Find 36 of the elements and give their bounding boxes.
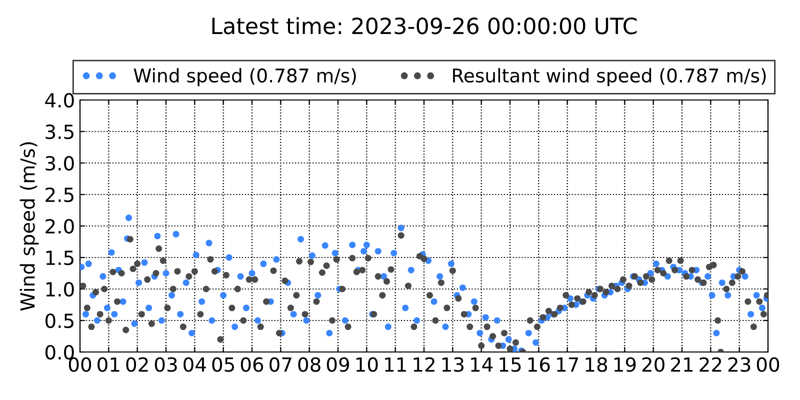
y-tick-label: 2.0 bbox=[46, 218, 74, 234]
x-tick-label: 00 bbox=[756, 357, 780, 372]
x-tick-label: 17 bbox=[557, 357, 578, 372]
x-tick-label: 07 bbox=[270, 357, 292, 372]
x-tick-label: 14 bbox=[471, 357, 493, 372]
legend-label: Resultant wind speed (0.787 m/s) bbox=[453, 68, 766, 86]
x-tick-label: 09 bbox=[326, 357, 350, 372]
x-tick-label: 06 bbox=[240, 357, 264, 372]
x-tick-label: 02 bbox=[126, 357, 148, 372]
x-tick-label: 03 bbox=[154, 357, 177, 372]
y-tick-label: 3.0 bbox=[46, 156, 74, 171]
x-tick-label: 01 bbox=[98, 357, 120, 372]
x-tick-label: 05 bbox=[212, 357, 234, 372]
y-tick-label: 2.5 bbox=[46, 187, 74, 202]
x-tick-label: 15 bbox=[500, 357, 521, 372]
x-tick-label: 20 bbox=[642, 357, 664, 372]
x-tick-label: 04 bbox=[184, 357, 206, 372]
y-tick-label: 4.0 bbox=[45, 92, 74, 108]
x-tick-label: 11 bbox=[385, 357, 406, 372]
x-tick-label: 16 bbox=[528, 357, 550, 372]
chart-title: Latest time: 2023-09-26 00:00:00 UTC bbox=[212, 17, 637, 34]
x-tick-label: 13 bbox=[442, 357, 464, 372]
x-tick-label: 22 bbox=[700, 357, 722, 372]
x-tick-label: 18 bbox=[586, 357, 608, 372]
x-tick-label: 08 bbox=[298, 357, 320, 372]
y-tick-label: 1.5 bbox=[46, 250, 74, 266]
y-axis-title: Wind speed (m/s) bbox=[20, 142, 39, 311]
y-tick-label: 1.0 bbox=[46, 282, 74, 297]
x-tick-label: 10 bbox=[356, 357, 378, 372]
y-tick-label: 3.5 bbox=[46, 124, 74, 140]
x-tick-label: 23 bbox=[728, 357, 750, 372]
y-tick-label: 0.5 bbox=[46, 313, 74, 328]
legend-label: Wind speed (0.787 m/s) bbox=[134, 68, 356, 86]
x-tick-label: 21 bbox=[671, 357, 693, 372]
x-tick-label: 12 bbox=[414, 357, 434, 372]
x-tick-label: 19 bbox=[614, 357, 636, 372]
